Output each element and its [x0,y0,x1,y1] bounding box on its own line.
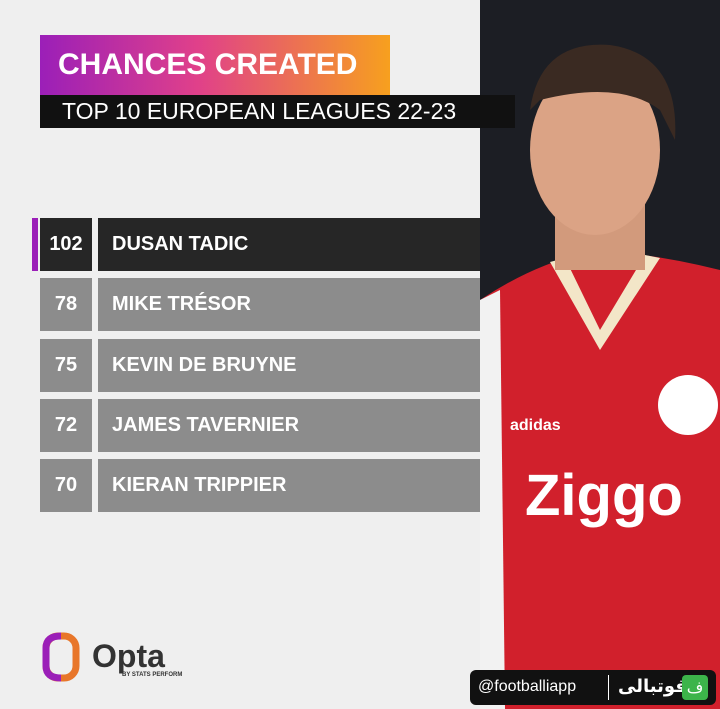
player-name: KEVIN DE BRUYNE [98,338,480,392]
rank-value: 78 [40,278,92,332]
sponsor-logo: Ziggo [525,463,683,528]
rank-value: 75 [40,338,92,392]
player-name: JAMES TAVERNIER [98,398,480,452]
player-name: DUSAN TADIC [98,218,480,271]
opta-icon [42,632,80,682]
watermark-handle: @footballiapp [478,678,577,695]
player-name: MIKE TRÉSOR [98,278,480,332]
player-name: KIERAN TRIPPIER [98,459,480,513]
watermark: @footballiapp فوتبالی ف [470,670,716,705]
title: CHANCES CREATED [40,35,390,95]
opta-tagline: BY STATS PERFORM [122,672,183,678]
divider [608,675,609,700]
highlight-stripe [32,218,38,271]
rank-value: 72 [40,398,92,452]
player-photo: adidas Ziggo [480,0,720,709]
opta-logo: Opta [92,638,165,674]
rank-value: 70 [40,459,92,513]
subtitle: TOP 10 EUROPEAN LEAGUES 22-23 [40,95,515,128]
watermark-brand: فوتبالی [618,676,687,697]
watermark-icon: ف [682,675,708,700]
sponsor-mark: adidas [510,417,561,434]
rank-value: 102 [40,218,92,271]
